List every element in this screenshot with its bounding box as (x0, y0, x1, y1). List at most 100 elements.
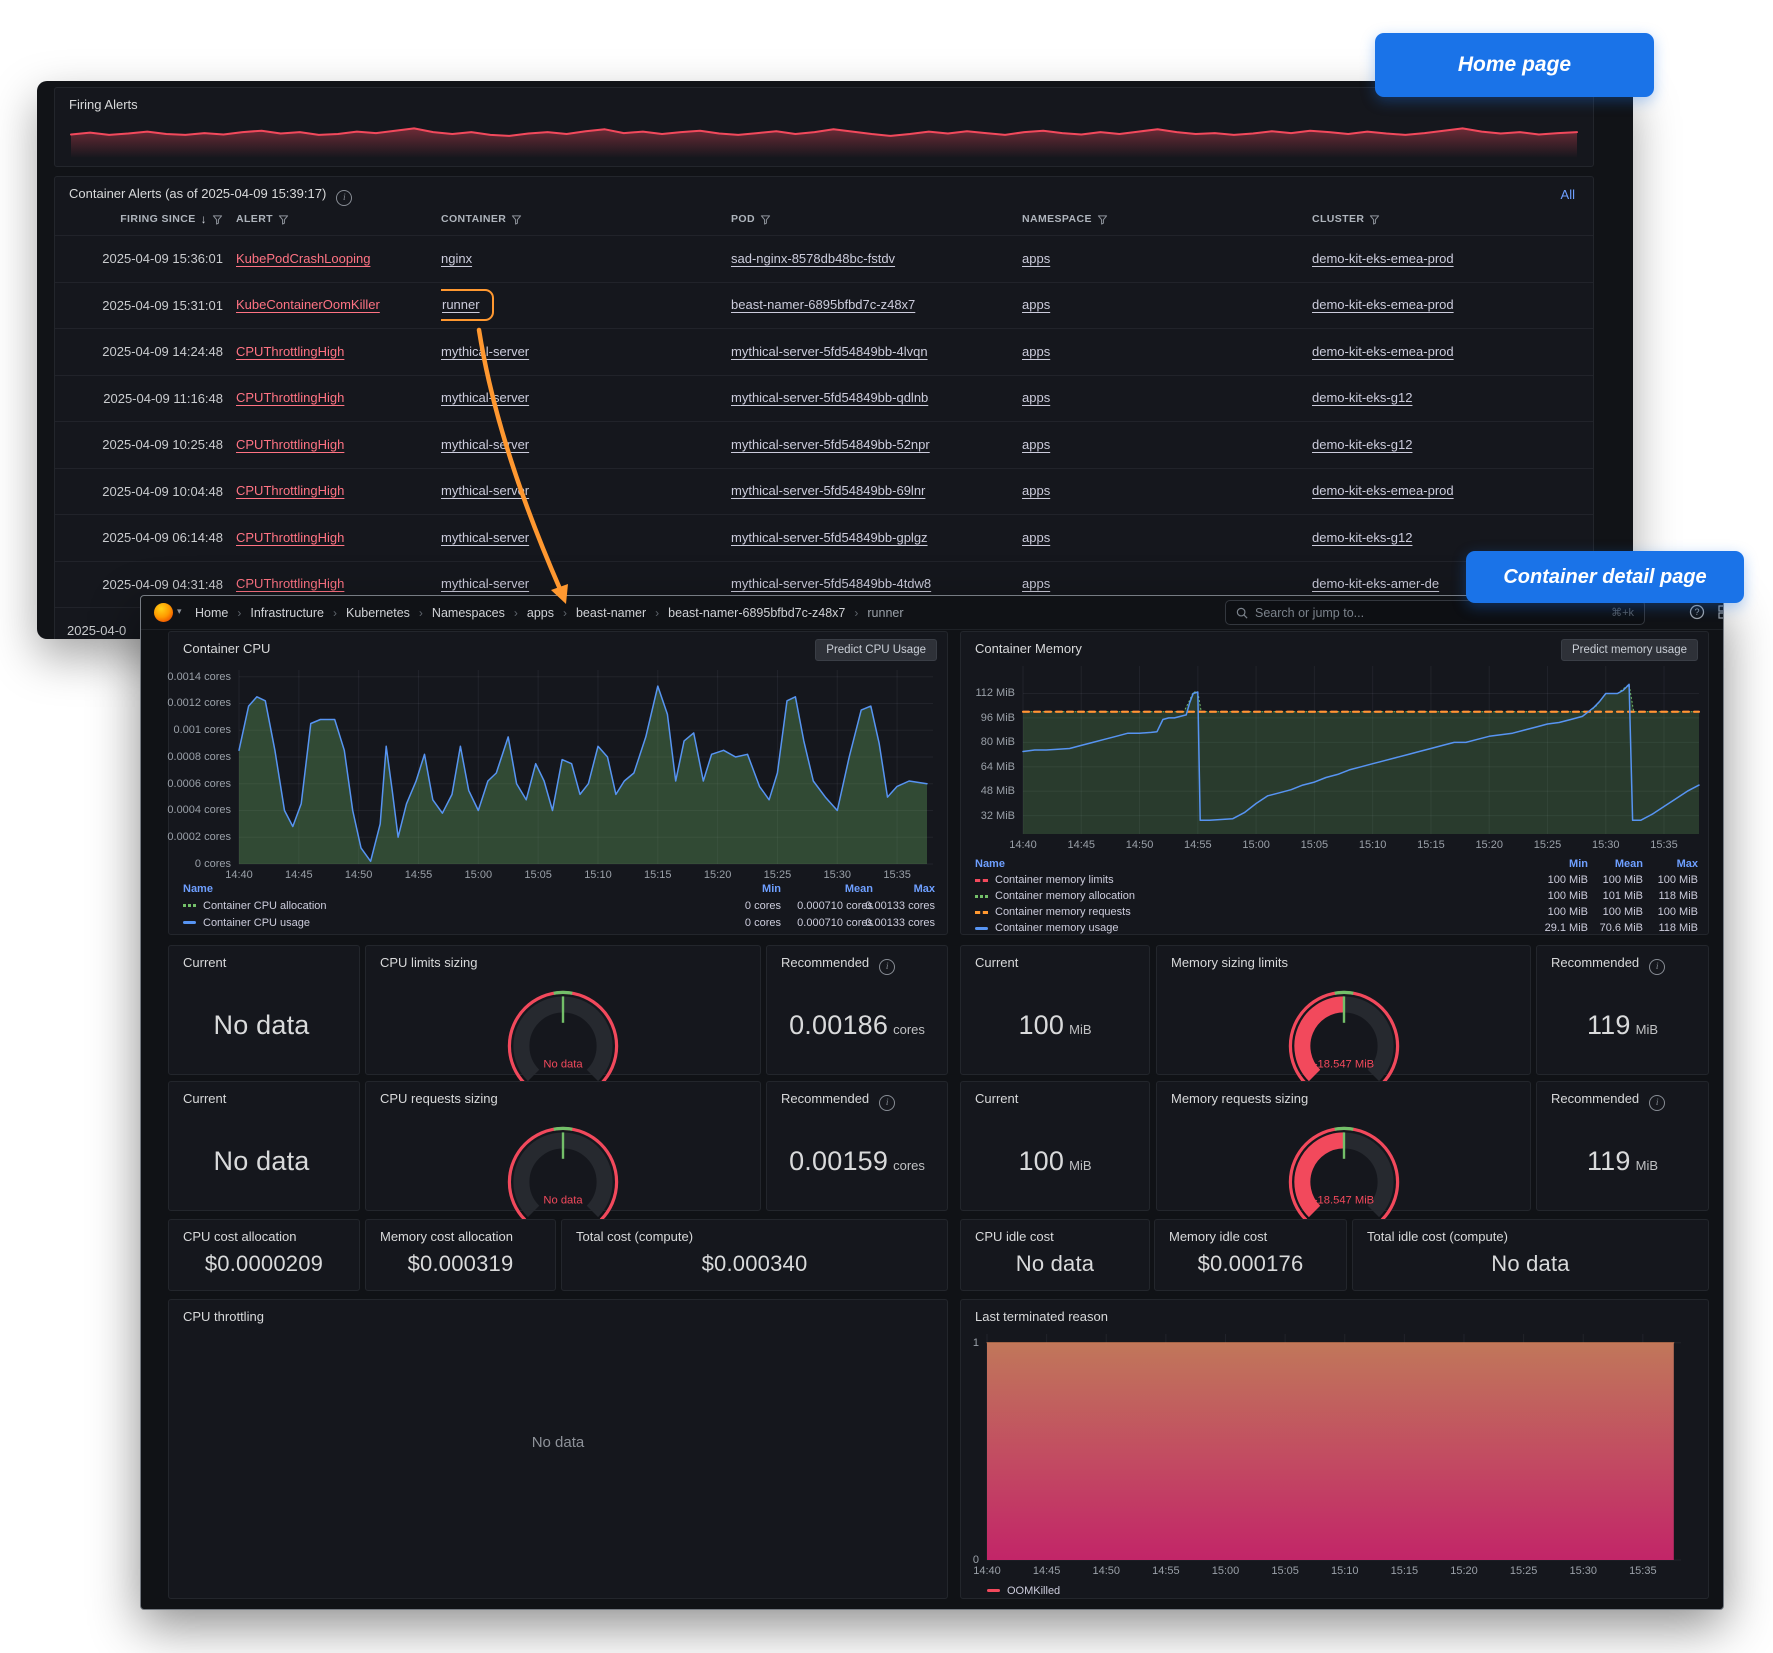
alert-link[interactable]: CPUThrottlingHigh (236, 390, 345, 406)
namespace-link[interactable]: apps (1022, 576, 1051, 592)
namespace-link[interactable]: apps (1022, 483, 1051, 499)
legend-label[interactable]: Container memory limits (995, 874, 1114, 886)
namespace-link[interactable]: apps (1022, 297, 1051, 313)
legend-header[interactable]: Max (1676, 858, 1698, 870)
legend-label[interactable]: Container CPU usage (203, 916, 311, 929)
info-icon[interactable]: i (1649, 1095, 1666, 1111)
grafana-logo-icon[interactable] (154, 603, 173, 622)
info-icon[interactable]: i (879, 959, 896, 975)
breadcrumb-item[interactable]: apps (526, 605, 554, 620)
column-pod[interactable]: POD (731, 213, 1022, 225)
pod-link[interactable]: beast-namer-6895bfbd7c-z48x7 (731, 297, 916, 313)
alert-link[interactable]: CPUThrottlingHigh (236, 483, 345, 499)
search-input[interactable]: Search or jump to... ⌘+k (1225, 600, 1645, 625)
column-firing-since[interactable]: FIRING SINCE ↓ (55, 212, 236, 226)
legend-label[interactable]: Container memory allocation (995, 890, 1136, 902)
container-memory-chart[interactable]: 14:40 14:45 14:50 14:55 15:00 15:05 15:10 15:15… (975, 666, 1700, 851)
filter-icon[interactable] (760, 214, 771, 225)
alert-link[interactable]: KubeContainerOomKiller (236, 297, 380, 313)
legend-header[interactable]: Mean (844, 882, 873, 895)
info-icon[interactable]: i (336, 190, 353, 206)
predict-cpu-usage-button[interactable]: Predict CPU Usage (815, 639, 937, 661)
cluster-link[interactable]: demo-kit-eks-emea-prod (1312, 297, 1454, 313)
legend-value: 100 MiB (1657, 906, 1698, 918)
container-link[interactable]: mythical-server (441, 576, 530, 592)
container-link[interactable]: mythical-server (441, 343, 530, 359)
chevron-down-icon[interactable]: ▾ (177, 606, 182, 616)
namespace-link[interactable]: apps (1022, 436, 1051, 452)
predict-memory-usage-button[interactable]: Predict memory usage (1560, 639, 1698, 661)
legend-label[interactable]: Container memory requests (995, 906, 1131, 918)
pod-link[interactable]: sad-nginx-8578db48bc-fstdv (731, 250, 896, 266)
namespace-link[interactable]: apps (1022, 343, 1051, 359)
container-link[interactable]: mythical-server (441, 390, 530, 406)
breadcrumb-item[interactable]: Namespaces (431, 605, 505, 620)
firing-since-cell: 2025-04-09 06:14:48 (102, 530, 223, 546)
pod-link[interactable]: mythical-server-5fd54849bb-69lnr (731, 483, 926, 499)
breadcrumb-item[interactable]: beast-namer-6895bfbd7c-z48x7 (668, 605, 846, 620)
legend-value: 118 MiB (1658, 922, 1698, 934)
pod-link[interactable]: mythical-server-5fd54849bb-4tdw8 (731, 576, 932, 592)
container-link[interactable]: mythical-server (441, 436, 530, 452)
breadcrumb-item[interactable]: Kubernetes (345, 605, 410, 620)
filter-icon[interactable] (511, 214, 522, 225)
alert-link[interactable]: CPUThrottlingHigh (236, 529, 345, 545)
pod-link[interactable]: mythical-server-5fd54849bb-4lvqn (731, 343, 928, 359)
alerts-table-body: 2025-04-09 15:36:01 KubePodCrashLooping ng… (55, 235, 1593, 639)
legend-header[interactable]: Min (762, 882, 781, 895)
info-icon[interactable]: i (879, 1095, 896, 1111)
cluster-link[interactable]: demo-kit-eks-emea-prod (1312, 483, 1454, 499)
container-cpu-chart[interactable]: 14:40 14:45 14:50 14:55 15:00 15:05 15:10 15:15… (167, 670, 933, 881)
info-icon[interactable]: i (1649, 959, 1666, 975)
legend-label[interactable]: Container memory usage (995, 922, 1119, 934)
memory-requests-recommended-panel: Recommended i 119 MiB (1536, 1081, 1709, 1211)
alert-link[interactable]: CPUThrottlingHigh (236, 343, 345, 359)
namespace-link[interactable]: apps (1022, 529, 1051, 545)
svg-text:-18.547 MiB: -18.547 MiB (1313, 1195, 1373, 1207)
cluster-link[interactable]: demo-kit-eks-amer-de (1312, 576, 1440, 592)
pod-link[interactable]: mythical-server-5fd54849bb-52npr (731, 436, 930, 452)
sort-desc-icon[interactable]: ↓ (200, 212, 207, 226)
cluster-link[interactable]: demo-kit-eks-g12 (1312, 390, 1413, 406)
filter-icon[interactable] (278, 214, 289, 225)
legend-header[interactable]: Min (1569, 858, 1588, 870)
legend-label[interactable]: Container CPU allocation (203, 899, 327, 912)
last-terminated-chart[interactable]: 14:40 14:45 14:50 14:55 15:00 15:05 15:10 15:15… (973, 1334, 1681, 1577)
cluster-link[interactable]: demo-kit-eks-emea-prod (1312, 343, 1454, 359)
alert-link[interactable]: KubePodCrashLooping (236, 250, 371, 266)
stat-unit: cores (893, 1022, 925, 1037)
help-icon[interactable]: ? (1689, 604, 1705, 620)
column-namespace[interactable]: NAMESPACE (1022, 213, 1312, 225)
container-link[interactable]: nginx (441, 250, 473, 266)
filter-icon[interactable] (212, 214, 223, 225)
cluster-link[interactable]: demo-kit-eks-g12 (1312, 529, 1413, 545)
breadcrumb-item[interactable]: Infrastructure (250, 605, 324, 620)
container-link[interactable]: mythical-server (441, 483, 530, 499)
breadcrumb-item[interactable]: runner (867, 605, 904, 620)
namespace-link[interactable]: apps (1022, 250, 1051, 266)
legend-value: 100 MiB (1547, 890, 1588, 902)
legend-label[interactable]: OOMKilled (1007, 1584, 1061, 1597)
alert-link[interactable]: CPUThrottlingHigh (236, 436, 345, 452)
filter-icon[interactable] (1369, 214, 1380, 225)
pod-link[interactable]: mythical-server-5fd54849bb-qdlnb (731, 390, 929, 406)
pod-link[interactable]: mythical-server-5fd54849bb-gplgz (731, 529, 928, 545)
x-tick-label: 15:10 (584, 869, 612, 881)
container-link[interactable]: mythical-server (441, 529, 530, 545)
cluster-link[interactable]: demo-kit-eks-g12 (1312, 436, 1413, 452)
filter-icon[interactable] (1097, 214, 1108, 225)
all-link[interactable]: All (1560, 187, 1575, 202)
cluster-link[interactable]: demo-kit-eks-emea-prod (1312, 250, 1454, 266)
column-container[interactable]: CONTAINER (441, 213, 731, 225)
column-cluster[interactable]: CLUSTER (1312, 213, 1593, 225)
container-cpu-legend: Name Min Mean Max Container CPU allocation 0 … (183, 880, 935, 931)
breadcrumb-item[interactable]: Home (195, 605, 229, 620)
breadcrumb-item[interactable]: beast-namer (575, 605, 647, 620)
legend-header[interactable]: Mean (1614, 858, 1643, 870)
apps-grid-icon[interactable] (1717, 604, 1724, 620)
container-link[interactable]: runner (442, 297, 480, 313)
column-alert[interactable]: ALERT (236, 213, 441, 225)
legend-header[interactable]: Max (913, 882, 935, 895)
namespace-link[interactable]: apps (1022, 390, 1051, 406)
alert-link[interactable]: CPUThrottlingHigh (236, 576, 345, 592)
